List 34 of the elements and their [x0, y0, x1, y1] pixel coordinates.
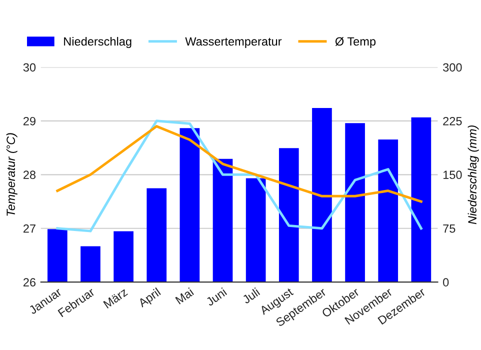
y2-axis-title: Niederschlag (mm) [468, 125, 479, 224]
y-tick-label: 26 [23, 278, 36, 286]
y-axis-title: Temperatur (°C) [6, 133, 18, 216]
y2-tick-label: 0 [443, 278, 449, 286]
legend-label: Ø Temp [335, 37, 376, 48]
x-tick-label: Mai [174, 287, 194, 304]
bar [48, 229, 68, 282]
y2-tick-label: 300 [443, 63, 462, 72]
x-tick-label: Juni [205, 287, 228, 306]
x-tick-label: März [103, 288, 128, 309]
bar [312, 108, 332, 282]
x-tick-label: April [137, 287, 162, 310]
y-tick-label: 29 [23, 116, 36, 126]
y2-tick-label: 150 [443, 170, 462, 180]
bar [246, 178, 266, 282]
legend-label: Wassertemperatur [185, 37, 282, 48]
bar [378, 140, 398, 282]
y-tick-label: 28 [23, 170, 36, 180]
y2-tick-label: 75 [443, 224, 456, 233]
bar [114, 231, 134, 282]
line-series [56, 125, 422, 203]
y-tick-label: 27 [23, 224, 36, 233]
bar [345, 123, 365, 282]
bar [212, 158, 233, 282]
bar [180, 128, 200, 282]
bar [278, 148, 299, 282]
bar [80, 246, 100, 282]
x-tick-label: Juli [241, 287, 260, 304]
bar [411, 117, 432, 282]
y-tick-label: 30 [23, 63, 36, 72]
bar [146, 188, 167, 282]
line-series [56, 120, 422, 232]
y2-tick-label: 225 [443, 116, 462, 126]
legend-label: Niederschlag [64, 36, 132, 48]
